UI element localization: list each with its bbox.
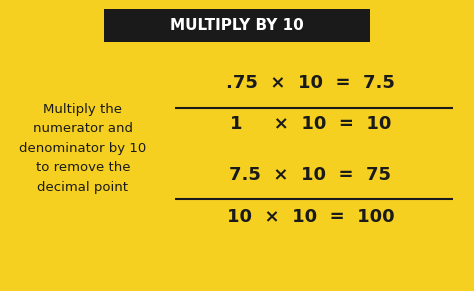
Text: 1     ×  10  =  10: 1 × 10 = 10 — [230, 115, 391, 133]
Text: 7.5  ×  10  =  75: 7.5 × 10 = 75 — [229, 166, 392, 184]
Text: Multiply the
numerator and
denominator by 10
to remove the
decimal point: Multiply the numerator and denominator b… — [19, 103, 146, 194]
Text: 10  ×  10  =  100: 10 × 10 = 100 — [227, 208, 394, 226]
Text: .75  ×  10  =  7.5: .75 × 10 = 7.5 — [226, 74, 395, 92]
Text: MULTIPLY BY 10: MULTIPLY BY 10 — [170, 18, 304, 33]
FancyBboxPatch shape — [104, 9, 370, 42]
